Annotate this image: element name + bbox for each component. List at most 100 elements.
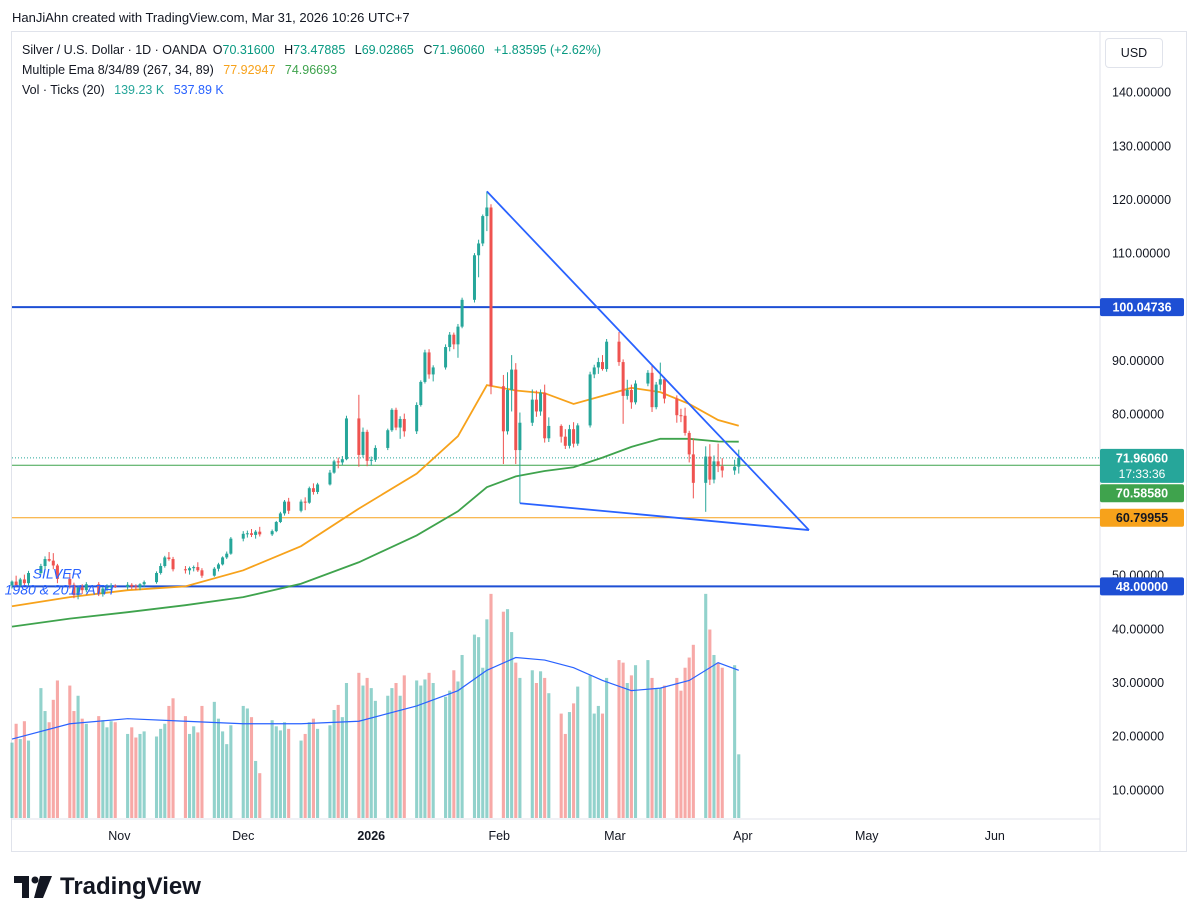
volume-bar bbox=[163, 723, 167, 818]
current-price-label: 71.96060 bbox=[1116, 451, 1168, 465]
candle-body bbox=[18, 579, 22, 586]
volume-bar bbox=[592, 713, 596, 818]
volume-bar bbox=[444, 696, 448, 818]
volume-bar bbox=[101, 720, 105, 818]
ema-line bbox=[11, 437, 739, 628]
volume-bar bbox=[340, 717, 344, 818]
volume-bar bbox=[477, 637, 481, 818]
volume-bar bbox=[369, 688, 373, 818]
volume-bar bbox=[588, 675, 592, 818]
volume-bar bbox=[332, 710, 336, 818]
currency-button[interactable]: USD bbox=[1105, 38, 1163, 68]
volume-bar bbox=[625, 683, 629, 818]
y-tick-label: 90.00000 bbox=[1112, 354, 1164, 368]
volume-bar bbox=[80, 718, 84, 818]
candle-body bbox=[481, 216, 485, 244]
volume-bar bbox=[287, 728, 291, 818]
volume-bar bbox=[402, 675, 406, 818]
candle-body bbox=[51, 560, 55, 566]
candle-body bbox=[567, 429, 571, 446]
volume-bar bbox=[534, 683, 538, 818]
volume-bar bbox=[84, 723, 88, 818]
volume-bar bbox=[212, 701, 216, 818]
volume-bar bbox=[675, 677, 679, 818]
x-tick-label: May bbox=[855, 829, 879, 843]
volume-bar bbox=[485, 619, 489, 818]
volume-bar bbox=[596, 705, 600, 818]
volume-bar bbox=[605, 677, 609, 818]
candle-body bbox=[617, 341, 621, 363]
volume-bar bbox=[200, 705, 204, 818]
volume-bar bbox=[188, 733, 192, 818]
volume-bar bbox=[716, 662, 720, 818]
candle-body bbox=[68, 578, 72, 585]
volume-bar bbox=[547, 693, 551, 818]
candle-body bbox=[650, 372, 654, 408]
volume-bar bbox=[621, 662, 625, 818]
volume-bar bbox=[423, 679, 427, 818]
candle-body bbox=[142, 582, 146, 585]
candle-body bbox=[303, 501, 307, 503]
candle-body bbox=[101, 588, 105, 594]
candle-body bbox=[22, 579, 26, 584]
volume-bar bbox=[192, 726, 196, 818]
candle-body bbox=[654, 384, 658, 408]
candle-body bbox=[229, 538, 233, 554]
volume-bar bbox=[398, 695, 402, 818]
volume-bar bbox=[159, 728, 163, 818]
legend-symbol[interactable]: Silver / U.S. Dollar · 1D · OANDA bbox=[22, 43, 207, 57]
y-tick-label: 10.00000 bbox=[1112, 783, 1164, 797]
volume-bar bbox=[22, 721, 26, 818]
candle-body bbox=[287, 501, 291, 511]
candle-body bbox=[80, 587, 84, 591]
y-tick-label: 80.00000 bbox=[1112, 408, 1164, 422]
candle-body bbox=[448, 334, 452, 348]
volume-bar bbox=[26, 740, 31, 818]
candle-body bbox=[596, 362, 600, 368]
legend-close-label: C bbox=[423, 43, 433, 57]
candle-body bbox=[328, 472, 332, 485]
volume-ma-line bbox=[11, 656, 739, 740]
volume-bar bbox=[679, 690, 683, 818]
candle-body bbox=[572, 429, 576, 444]
candle-body bbox=[171, 559, 175, 570]
volume-bar bbox=[316, 728, 320, 818]
candle-body bbox=[10, 581, 14, 586]
volume-bar bbox=[109, 721, 113, 818]
volume-bar bbox=[225, 744, 229, 818]
candle-body bbox=[390, 409, 394, 431]
volume-bar bbox=[97, 716, 101, 818]
candle-body bbox=[332, 461, 336, 473]
volume-bar bbox=[600, 713, 605, 818]
candle-body bbox=[47, 559, 51, 561]
legend-vol-label[interactable]: Vol · Ticks (20) bbox=[22, 83, 105, 97]
candle-body bbox=[138, 584, 142, 588]
candle-body bbox=[55, 565, 59, 579]
y-tick-label: 40.00000 bbox=[1112, 622, 1164, 636]
candle-body bbox=[712, 461, 716, 480]
volume-bar bbox=[514, 662, 518, 818]
candle-body bbox=[704, 456, 708, 483]
volume-bar bbox=[576, 686, 580, 818]
legend-open: 70.31600 bbox=[222, 43, 275, 57]
axis-label-support-60-bg bbox=[1100, 508, 1184, 527]
candle-body bbox=[415, 405, 419, 432]
volume-bar bbox=[691, 644, 695, 818]
candle-body bbox=[159, 566, 163, 573]
y-tick-label: 130.00000 bbox=[1112, 139, 1171, 153]
axis-label-support-60: 60.79955 bbox=[1116, 511, 1168, 525]
candle-body bbox=[687, 432, 691, 455]
volume-bar bbox=[142, 731, 146, 818]
legend-ema-label[interactable]: Multiple Ema 8/34/89 (267, 34, 89) bbox=[22, 63, 214, 77]
x-tick-label: Apr bbox=[733, 829, 752, 843]
legend-high-label: H bbox=[284, 43, 294, 57]
volume-bar bbox=[448, 690, 452, 818]
candle-body bbox=[373, 447, 377, 460]
volume-bar bbox=[270, 720, 274, 818]
volume-bar bbox=[708, 629, 712, 818]
tradingview-brand-name: TradingView bbox=[60, 873, 201, 900]
volume-bar bbox=[245, 708, 249, 818]
candle-body bbox=[134, 586, 138, 588]
candle-body bbox=[398, 418, 402, 428]
